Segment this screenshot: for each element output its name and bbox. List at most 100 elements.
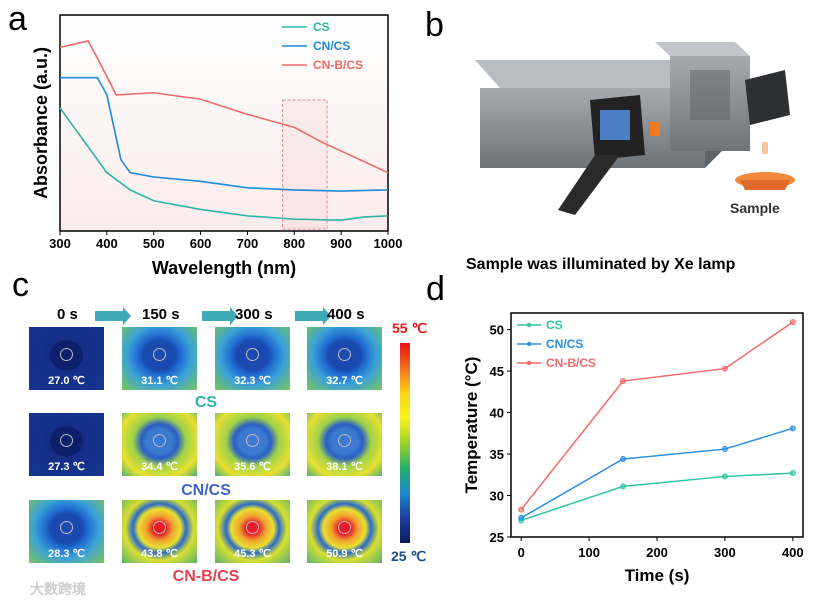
legend-marker <box>526 341 532 347</box>
temperature-readout: 43.8 ℃ <box>141 548 178 560</box>
temperature-readout: 34.4 ℃ <box>141 461 178 473</box>
thermal-image: 35.6 ℃ <box>215 413 290 476</box>
data-point-cn-cs <box>620 456 627 463</box>
data-point-cn-cs <box>789 425 796 432</box>
temperature-chart: 0 100 200 300 400 25 30 35 40 45 50 Time (s) Tempera… <box>462 312 804 585</box>
sample-dish <box>735 142 795 190</box>
thermal-image: 31.1 ℃ <box>122 327 197 390</box>
thermal-image: 27.3 ℃ <box>29 413 104 476</box>
y-axis-label: Absorbance (a.u.) <box>31 47 51 199</box>
temperature-readout: 50.9 ℃ <box>326 548 363 560</box>
thermal-camera <box>558 95 660 215</box>
x-tick-label: 900 <box>330 236 352 251</box>
legend-label: CS <box>313 20 330 34</box>
crosshair-icon <box>338 434 351 447</box>
crosshair-icon <box>338 521 351 534</box>
thermal-image: 32.7 ℃ <box>307 327 382 390</box>
thermal-image: 27.0 ℃ <box>29 327 104 390</box>
crosshair-icon <box>246 434 259 447</box>
legend-label: CN-B/CS <box>313 58 363 72</box>
watermark: 大数跨境 <box>30 581 86 597</box>
x-tick-label: 100 <box>578 545 600 560</box>
crosshair-icon <box>153 434 166 447</box>
y-tick-label: 35 <box>490 447 504 462</box>
x-tick-label: 500 <box>143 236 165 251</box>
thermal-image: 32.3 ℃ <box>215 327 290 390</box>
series-line-cn-cs <box>60 76 389 192</box>
y-tick-label: 30 <box>490 489 504 504</box>
temperature-readout: 32.3 ℃ <box>234 375 271 387</box>
temperature-readout: 35.6 ℃ <box>234 461 271 473</box>
thermal-image: 43.8 ℃ <box>122 500 197 563</box>
series-line-cs <box>520 472 793 522</box>
panel-b-caption: Sample was illuminated by Xe lamp <box>466 256 736 273</box>
colorbar <box>400 343 410 543</box>
crosshair-icon <box>246 348 259 361</box>
x-tick-label: 300 <box>714 545 736 560</box>
x-tick-label: 400 <box>782 545 804 560</box>
xe-lamp-illustration: Sample <box>475 42 795 216</box>
sample-label: Sample <box>730 200 780 216</box>
legend-marker <box>526 360 532 366</box>
thermal-image: 28.3 ℃ <box>29 500 104 563</box>
x-tick-label: 400 <box>96 236 118 251</box>
colorbar-max-label: 55 ℃ <box>392 320 428 336</box>
y-axis-label: Temperature (°C) <box>462 357 481 494</box>
arrow-icon <box>295 307 331 325</box>
thermal-image: 38.1 ℃ <box>307 413 382 476</box>
y-tick-label: 25 <box>490 530 504 545</box>
light-source-box <box>655 42 790 151</box>
sample-row-label: CS <box>194 394 218 411</box>
x-tick-label: 600 <box>190 236 212 251</box>
crosshair-icon <box>60 434 73 447</box>
temperature-readout: 32.7 ℃ <box>326 375 363 387</box>
legend-label: CS <box>546 318 563 332</box>
data-point-cn-b-cs <box>789 319 796 326</box>
series-line-cn-b-cs <box>520 321 794 511</box>
temperature-readout: 27.0 ℃ <box>48 375 85 387</box>
series-line-cs <box>59 107 389 222</box>
panel-label-a: a <box>8 0 27 38</box>
legend-label: CN/CS <box>546 337 583 351</box>
time-label: 150 s <box>142 306 180 323</box>
crosshair-icon <box>60 348 73 361</box>
thermal-image: 50.9 ℃ <box>307 500 382 563</box>
temperature-readout: 45.3 ℃ <box>234 548 271 560</box>
arrow-icon <box>95 307 131 325</box>
sample-row-label: CN-B/CS <box>172 568 240 585</box>
x-tick-label: 300 <box>49 236 71 251</box>
crosshair-icon <box>60 521 73 534</box>
panel-label-d: d <box>426 270 445 308</box>
legend-label: CN/CS <box>313 39 350 53</box>
crosshair-icon <box>153 521 166 534</box>
data-point-cs <box>789 470 796 477</box>
x-tick-label: 200 <box>646 545 668 560</box>
thermal-image: 45.3 ℃ <box>215 500 290 563</box>
orange-button <box>650 122 660 136</box>
thermal-image: 34.4 ℃ <box>122 413 197 476</box>
x-tick-label: 1000 <box>374 236 403 251</box>
data-point-cn-cs <box>518 514 525 521</box>
series-line-cn-cs <box>520 427 794 519</box>
x-tick-label: 0 <box>518 545 525 560</box>
x-axis-label: Wavelength (nm) <box>152 258 296 278</box>
absorbance-chart: 300 400 500 600 700 800 900 1000 Wavelength (nm)… <box>31 14 403 278</box>
data-point-cn-b-cs <box>518 506 525 513</box>
arrow-icon <box>202 307 238 325</box>
time-label: 400 s <box>327 306 365 323</box>
temperature-readout: 31.1 ℃ <box>141 375 178 387</box>
plot-area <box>59 14 389 232</box>
panel-label-c: c <box>12 266 29 304</box>
y-tick-label: 45 <box>490 364 504 379</box>
crosshair-icon <box>153 348 166 361</box>
x-tick-label: 800 <box>283 236 305 251</box>
y-tick-label: 40 <box>490 406 504 421</box>
data-point-cs <box>620 483 627 490</box>
crosshair-icon <box>338 348 351 361</box>
legend-marker <box>526 322 532 328</box>
data-point-cs <box>721 473 728 480</box>
x-tick-label: 700 <box>237 236 259 251</box>
legend-label: CN-B/CS <box>546 356 596 370</box>
x-axis-label: Time (s) <box>625 566 690 585</box>
